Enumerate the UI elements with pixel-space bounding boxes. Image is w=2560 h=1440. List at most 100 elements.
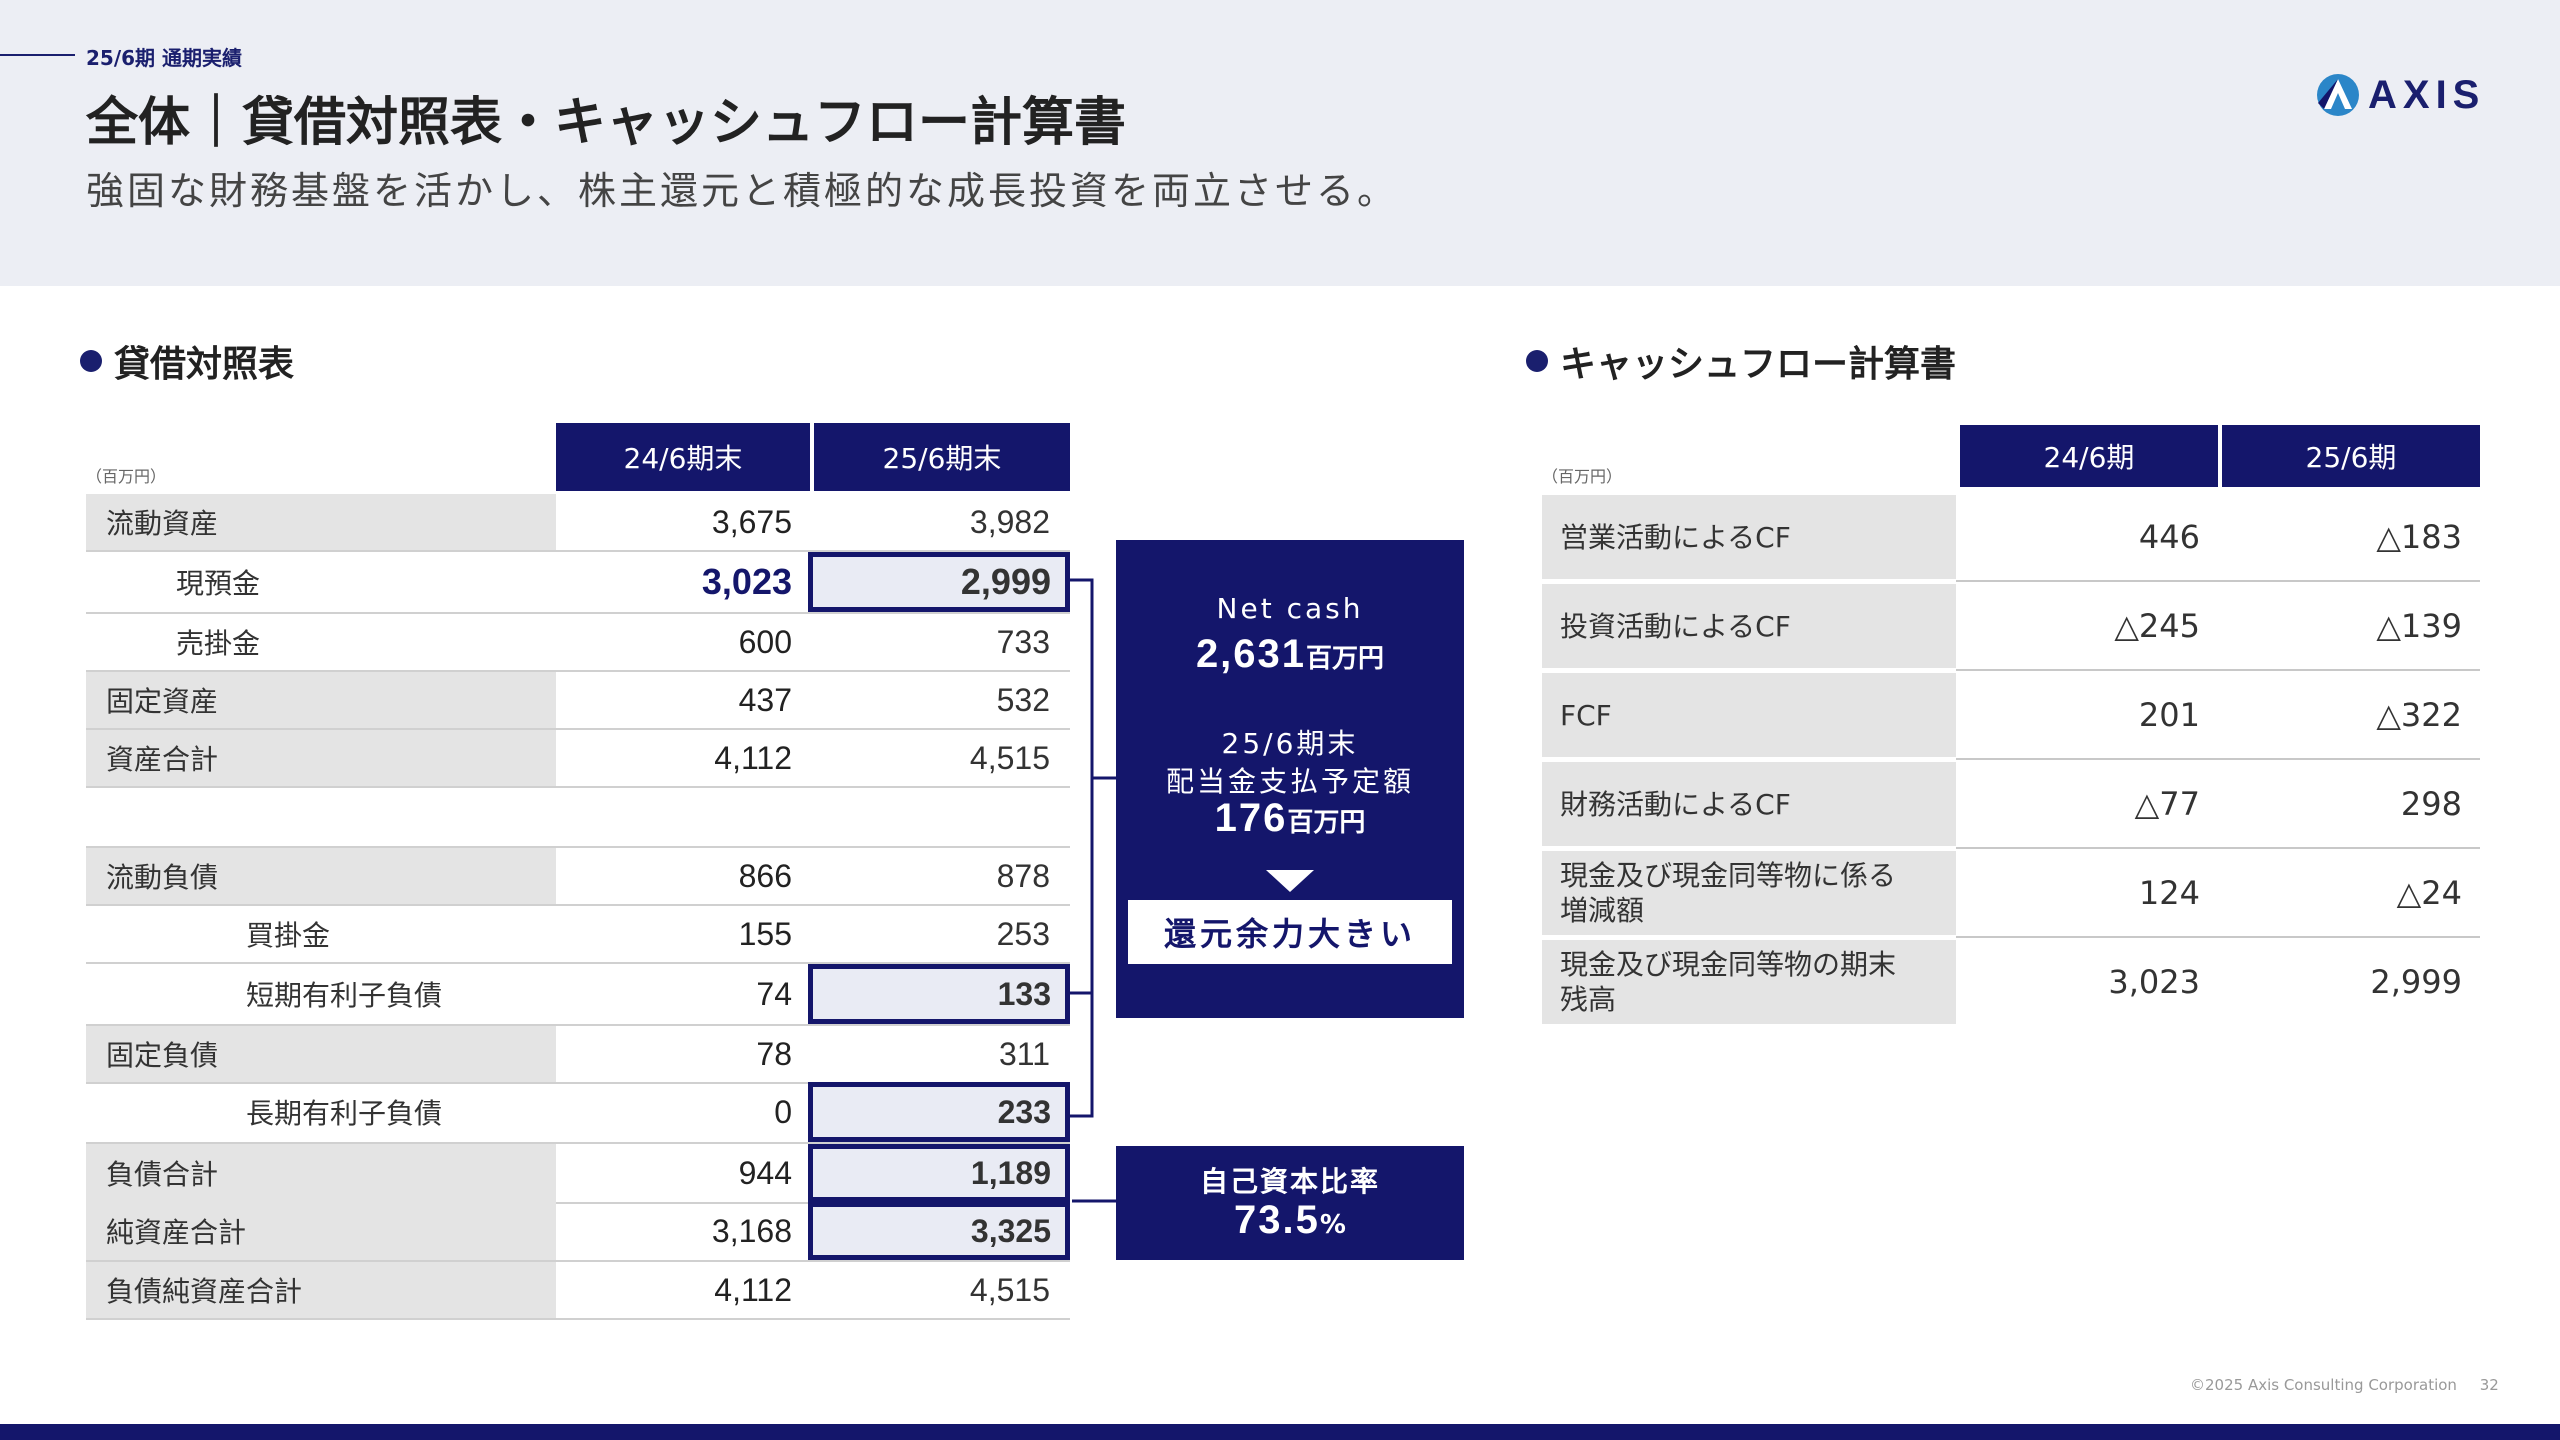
cf-cell-prev: 124 <box>2138 874 2200 912</box>
bs-cell-curr: 3,982 <box>969 503 1050 540</box>
row-divider <box>86 1142 1070 1144</box>
bs-cell-prev: 3,023 <box>701 561 792 602</box>
bs-cell-prev: 3,675 <box>711 503 792 540</box>
bs-cell-curr: 878 <box>996 857 1050 894</box>
bs-row-label: 資産合計 <box>86 730 556 786</box>
bs-row-label: 負債合計 <box>86 1144 556 1202</box>
equity-ratio-figure: 73.5% <box>1116 1198 1464 1243</box>
row-divider <box>86 1202 1070 1204</box>
row-divider <box>1956 580 2480 582</box>
bs-column-header-prev: 24/6期末 <box>556 423 810 491</box>
net-cash-value: 2,631 <box>1195 632 1307 676</box>
bs-cell-curr: 133 <box>808 964 1070 1024</box>
row-divider <box>86 550 1070 552</box>
dividend-line1: 25/6期末 <box>1221 727 1359 760</box>
bs-cell-prev: 600 <box>738 623 792 660</box>
cf-cell-curr: △24 <box>2396 874 2462 912</box>
connector-lines <box>1070 578 1116 1203</box>
cf-cell-prev: △77 <box>2134 785 2200 823</box>
page-subtitle: 強固な財務基盤を活かし、株主還元と積極的な成長投資を両立させる。 <box>86 169 1399 213</box>
header-band <box>0 0 2560 286</box>
period-label: 25/6期 通期実績 <box>86 46 243 70</box>
bs-cell-curr: 311 <box>998 1035 1050 1072</box>
balance-sheet-unit: （百万円） <box>86 467 167 486</box>
down-arrow-icon <box>1266 870 1314 892</box>
cf-row-label: 財務活動によるCF <box>1542 762 1956 846</box>
bs-cell-curr: 4,515 <box>969 1271 1050 1308</box>
row-divider <box>86 846 1070 848</box>
cf-row-label: FCF <box>1542 673 1956 757</box>
balance-sheet-title: 貸借対照表 <box>80 335 294 387</box>
bs-row-label: 流動資産 <box>86 494 556 550</box>
cf-row-label: 現金及び現金同等物の期末残高 <box>1542 940 1956 1024</box>
net-cash-label: Net cash <box>1216 592 1364 625</box>
net-cash-unit: 百万円 <box>1306 644 1385 674</box>
bs-row-label: 固定負債 <box>86 1026 556 1082</box>
row-divider <box>1956 847 2480 849</box>
row-divider <box>86 904 1070 906</box>
header-accent-line <box>0 54 75 56</box>
bs-cell-prev: 0 <box>774 1093 792 1130</box>
row-divider <box>86 962 1070 964</box>
cf-cell-curr: 298 <box>2400 785 2462 823</box>
bs-row-label: 長期有利子負債 <box>246 1097 443 1130</box>
cf-row-label: 営業活動によるCF <box>1542 495 1956 579</box>
bs-row-label: 固定資産 <box>86 672 556 728</box>
bs-row-label: 売掛金 <box>176 627 261 660</box>
footer-copyright: ©2025 Axis Consulting Corporation 32 <box>2190 1376 2499 1394</box>
dividend-value: 176 <box>1214 796 1288 840</box>
cf-cell-prev: 3,023 <box>2108 963 2200 1001</box>
copyright-text: ©2025 Axis Consulting Corporation <box>2190 1376 2457 1394</box>
row-divider <box>86 728 1070 730</box>
footer-bar <box>0 1424 2560 1440</box>
row-divider <box>86 670 1070 672</box>
bs-cell-curr: 4,515 <box>969 739 1050 776</box>
cf-cell-curr: △139 <box>2376 607 2462 645</box>
cf-row-label: 投資活動によるCF <box>1542 584 1956 668</box>
bs-cell-prev: 866 <box>738 857 792 894</box>
cf-cell-curr: △322 <box>2376 696 2462 734</box>
row-divider <box>86 1318 1070 1320</box>
bs-row-label: 短期有利子負債 <box>246 979 443 1012</box>
row-divider <box>1956 758 2480 760</box>
page-number: 32 <box>2479 1376 2499 1394</box>
cf-column-header-curr: 25/6期 <box>2222 425 2480 487</box>
equity-ratio-label: 自己資本比率 <box>1199 1165 1380 1198</box>
bs-cell-prev: 3,168 <box>711 1212 792 1249</box>
bs-cell-prev: 155 <box>738 915 792 952</box>
row-divider <box>86 612 1070 614</box>
bs-cell-curr: 733 <box>996 623 1050 660</box>
row-divider <box>86 1260 1070 1262</box>
cf-cell-prev: 446 <box>2138 518 2200 556</box>
conclusion-badge: 還元余力大きい <box>1128 900 1452 964</box>
net-cash-figure: 2,631百万円 <box>1116 632 1464 677</box>
dividend-unit: 百万円 <box>1287 808 1366 838</box>
bs-cell-prev: 4,112 <box>714 1271 792 1308</box>
dividend-line2: 配当金支払予定額 <box>1165 765 1414 798</box>
section-bullet-icon <box>1526 350 1548 372</box>
equity-ratio-value: 73.5 <box>1234 1198 1320 1242</box>
bs-cell-curr: 233 <box>808 1082 1070 1142</box>
cf-cell-curr: 2,999 <box>2370 963 2462 1001</box>
row-divider <box>86 1082 1070 1084</box>
section-bullet-icon <box>80 350 102 372</box>
bs-cell-curr: 253 <box>996 915 1050 952</box>
cash-flow-unit: （百万円） <box>1542 467 1623 486</box>
bs-cell-curr: 1,189 <box>808 1144 1070 1202</box>
row-divider <box>86 1024 1070 1026</box>
page-title: 全体｜貸借対照表・キャッシュフロー計算書 <box>86 93 1127 153</box>
axis-logo: AXIS <box>2316 70 2485 120</box>
bs-cell-curr: 532 <box>996 681 1050 718</box>
row-divider <box>86 786 1070 788</box>
bs-cell-prev: 4,112 <box>714 739 792 776</box>
dividend-figure: 176百万円 <box>1116 796 1464 841</box>
cf-cell-prev: △245 <box>2114 607 2200 645</box>
bs-row-label: 流動負債 <box>86 848 556 904</box>
equity-ratio-unit: % <box>1319 1210 1346 1240</box>
bs-cell-prev: 437 <box>738 681 792 718</box>
bs-column-header-curr: 25/6期末 <box>814 423 1070 491</box>
cash-flow-title-text: キャッシュフロー計算書 <box>1560 344 1957 385</box>
balance-sheet-title-text: 貸借対照表 <box>114 344 295 385</box>
bs-row-label: 純資産合計 <box>86 1202 556 1260</box>
cash-flow-title: キャッシュフロー計算書 <box>1526 335 1956 387</box>
